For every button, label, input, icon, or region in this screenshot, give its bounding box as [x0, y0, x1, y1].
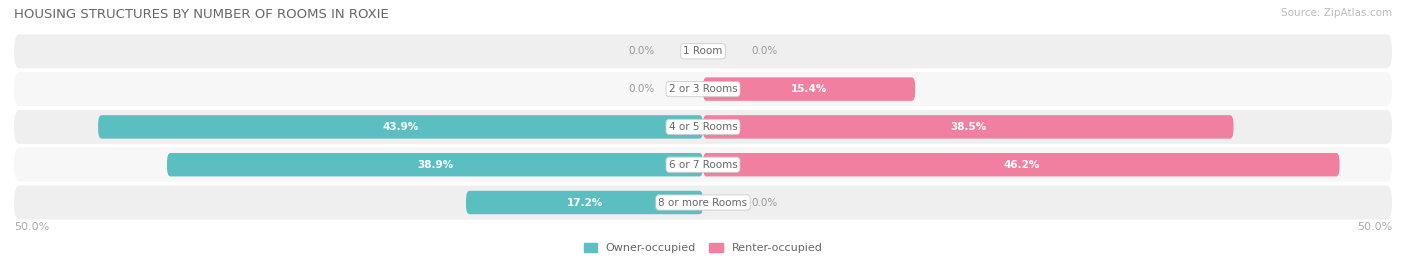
Legend: Owner-occupied, Renter-occupied: Owner-occupied, Renter-occupied: [579, 238, 827, 257]
Text: 43.9%: 43.9%: [382, 122, 419, 132]
FancyBboxPatch shape: [98, 115, 703, 139]
Text: 38.9%: 38.9%: [418, 160, 453, 170]
Text: Source: ZipAtlas.com: Source: ZipAtlas.com: [1281, 8, 1392, 18]
FancyBboxPatch shape: [703, 115, 1233, 139]
FancyBboxPatch shape: [14, 34, 1392, 68]
FancyBboxPatch shape: [14, 110, 1392, 144]
Text: 6 or 7 Rooms: 6 or 7 Rooms: [669, 160, 737, 170]
FancyBboxPatch shape: [14, 148, 1392, 182]
FancyBboxPatch shape: [167, 153, 703, 176]
Text: 15.4%: 15.4%: [792, 84, 827, 94]
FancyBboxPatch shape: [14, 72, 1392, 106]
Text: HOUSING STRUCTURES BY NUMBER OF ROOMS IN ROXIE: HOUSING STRUCTURES BY NUMBER OF ROOMS IN…: [14, 8, 389, 21]
Text: 0.0%: 0.0%: [628, 84, 655, 94]
FancyBboxPatch shape: [465, 191, 703, 214]
Text: 46.2%: 46.2%: [1002, 160, 1039, 170]
FancyBboxPatch shape: [703, 77, 915, 101]
Text: 0.0%: 0.0%: [751, 197, 778, 208]
Text: 50.0%: 50.0%: [14, 222, 49, 232]
Text: 8 or more Rooms: 8 or more Rooms: [658, 197, 748, 208]
Text: 4 or 5 Rooms: 4 or 5 Rooms: [669, 122, 737, 132]
Text: 2 or 3 Rooms: 2 or 3 Rooms: [669, 84, 737, 94]
FancyBboxPatch shape: [14, 185, 1392, 220]
Text: 1 Room: 1 Room: [683, 46, 723, 56]
Text: 50.0%: 50.0%: [1357, 222, 1392, 232]
Text: 17.2%: 17.2%: [567, 197, 603, 208]
Text: 38.5%: 38.5%: [950, 122, 987, 132]
FancyBboxPatch shape: [703, 153, 1340, 176]
Text: 0.0%: 0.0%: [628, 46, 655, 56]
Text: 0.0%: 0.0%: [751, 46, 778, 56]
